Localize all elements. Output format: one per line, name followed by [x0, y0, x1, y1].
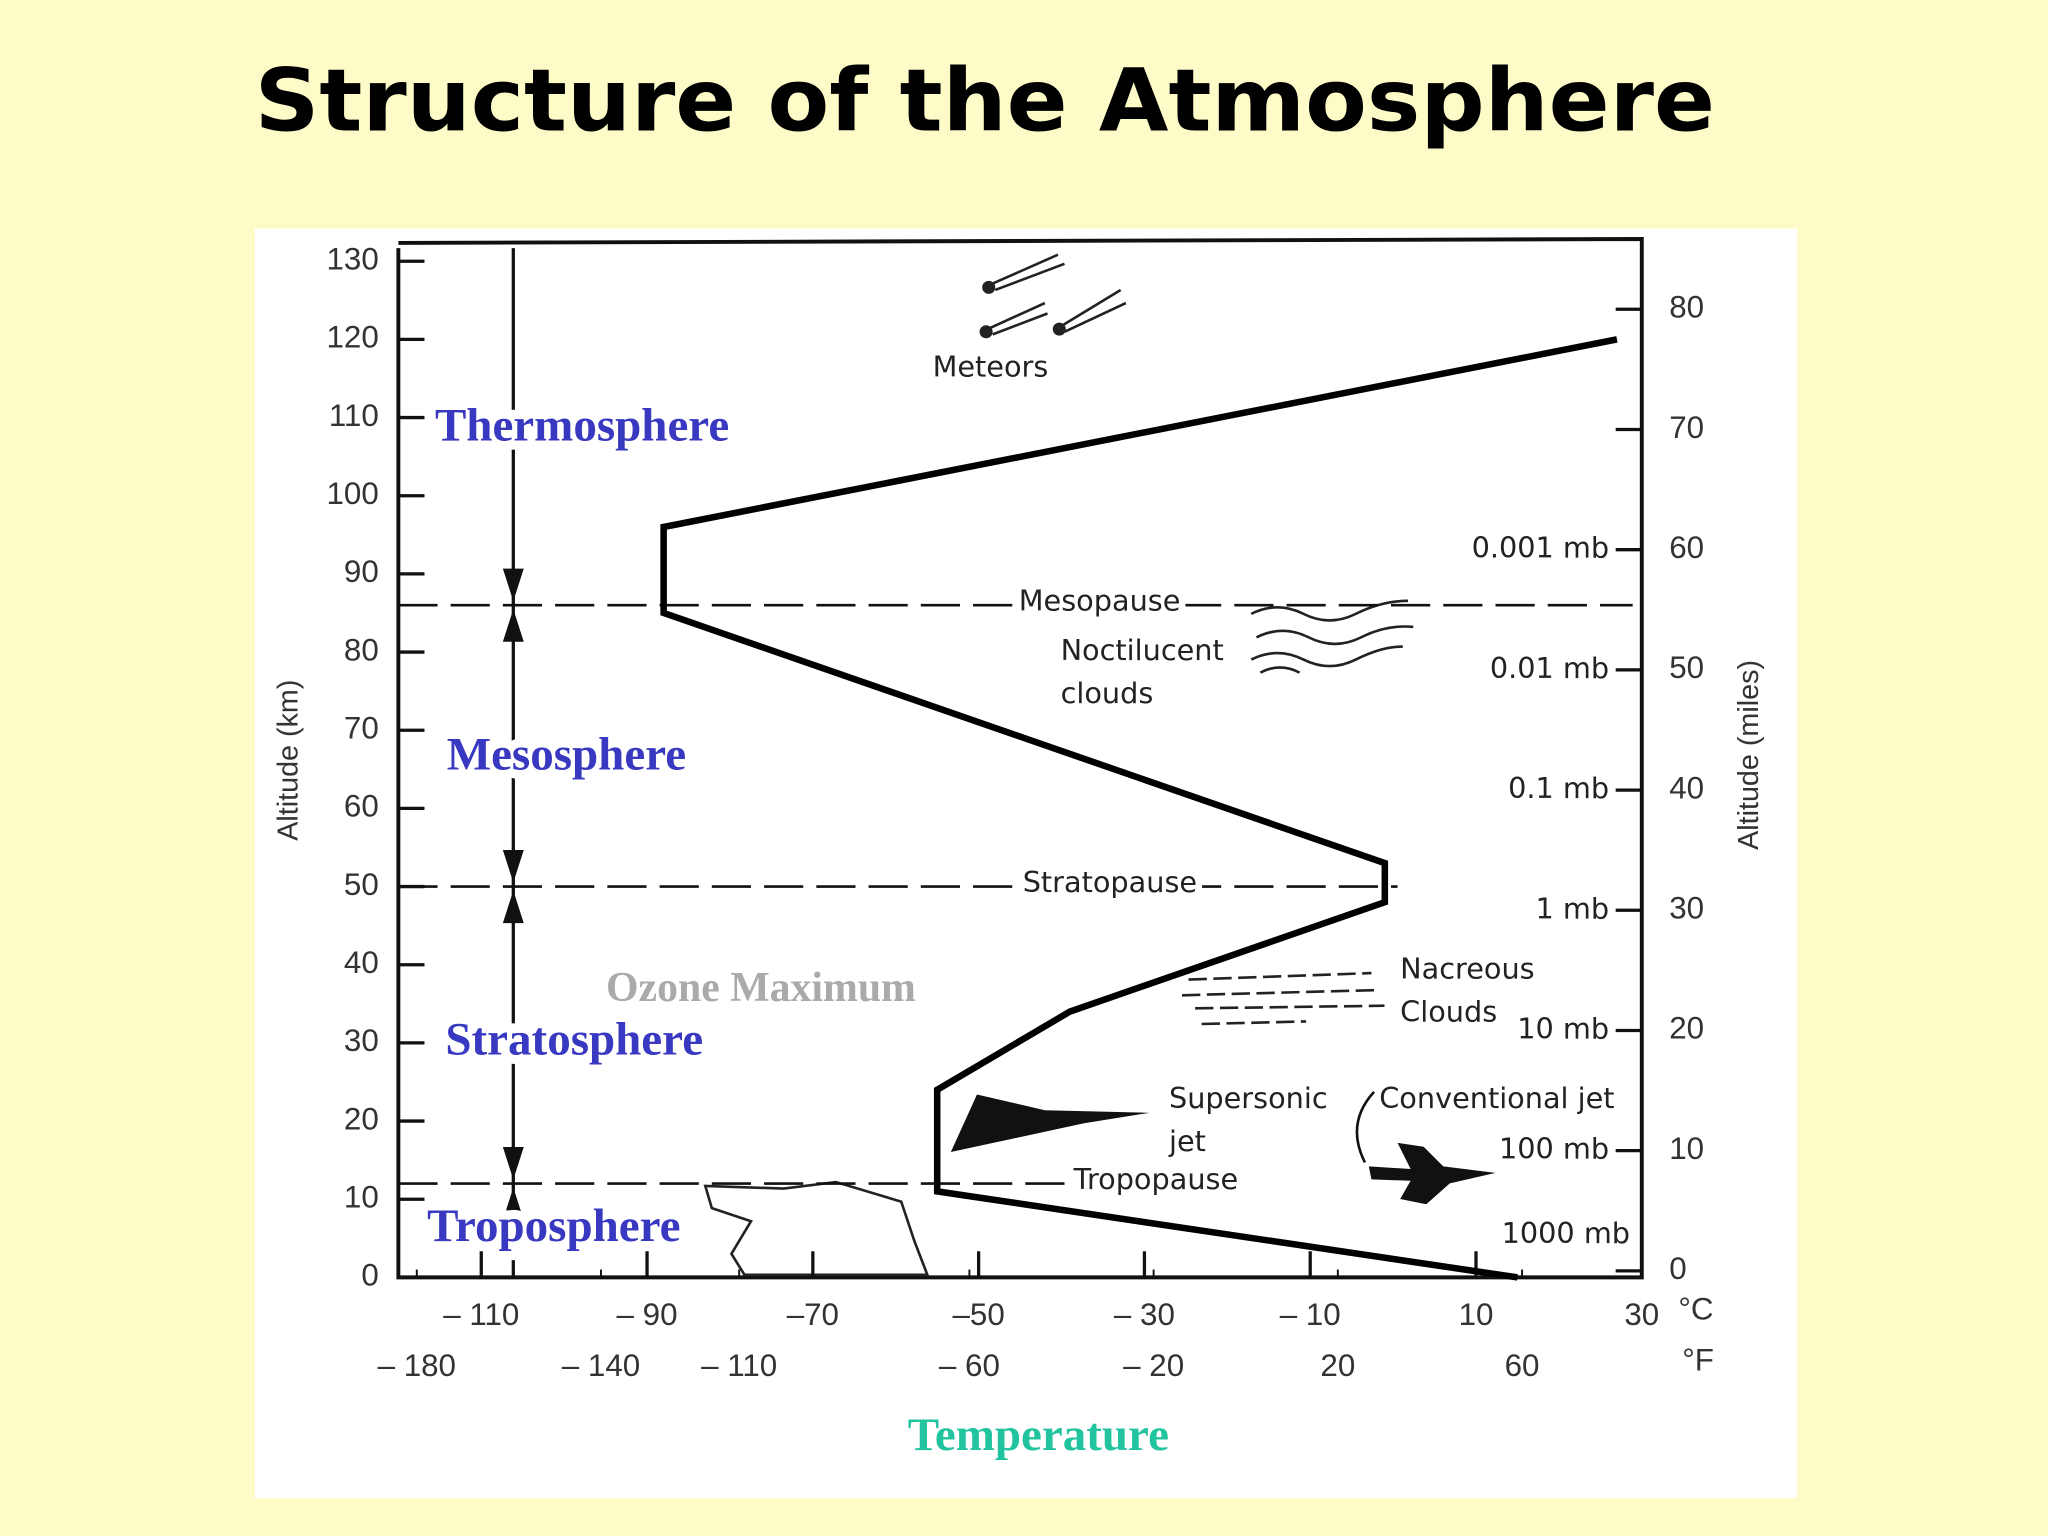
- slide-title: Structure of the Atmosphere: [255, 52, 1715, 152]
- y-tick-label: 50: [344, 867, 379, 902]
- chart: 0 10 20 30 40 50 60 70 80 90 100 110 120 130 0 10 20 30 40…: [273, 237, 1765, 1461]
- x-tick-label: – 10: [1280, 1297, 1341, 1332]
- supersonic-jet-icon: [950, 1094, 1150, 1152]
- y2-tick-label: 30: [1669, 891, 1704, 926]
- annotation: jet: [1168, 1124, 1206, 1158]
- x-tick-label: 30: [1624, 1297, 1659, 1332]
- y-tick-label: 30: [344, 1023, 379, 1058]
- annotation: Conventional jet: [1379, 1081, 1614, 1115]
- x2-tick-label: – 110: [701, 1348, 777, 1383]
- pressure-label: 0.001 mb: [1472, 531, 1610, 565]
- y2-tick-label: 50: [1669, 650, 1704, 685]
- y2-tick-label: 80: [1669, 290, 1704, 325]
- annotation: Meteors: [933, 349, 1049, 383]
- y-tick-label: 110: [329, 398, 379, 433]
- x-tick-label: – 30: [1114, 1297, 1175, 1332]
- y2-tick-label: 60: [1669, 530, 1704, 565]
- y2-tick-label: 0: [1669, 1251, 1686, 1286]
- x-tick-label: – 90: [617, 1297, 678, 1332]
- x2-unit: °F: [1682, 1343, 1714, 1378]
- x2-tick-label: – 20: [1123, 1348, 1184, 1383]
- boundary-label: Mesopause: [1019, 584, 1181, 618]
- layer-label: Stratosphere: [445, 1013, 703, 1065]
- y-tick-label: 0: [361, 1258, 378, 1293]
- boundary-label: Tropopause: [1073, 1162, 1239, 1196]
- arrowhead: [502, 568, 524, 642]
- y-tick-label: 20: [344, 1101, 379, 1136]
- layer-label: Troposphere: [427, 1200, 680, 1252]
- y2-tick-label: 10: [1669, 1131, 1704, 1166]
- annotation: Supersonic: [1169, 1081, 1328, 1115]
- annotation: Noctilucent: [1061, 633, 1224, 667]
- ozone-label: Ozone Maximum: [606, 965, 916, 1011]
- x2-tick-label: – 140: [562, 1348, 640, 1383]
- annotation: Clouds: [1400, 995, 1497, 1029]
- pressure-label: 1 mb: [1536, 891, 1610, 925]
- y-tick-label: 60: [344, 789, 379, 824]
- x-tick-label: 10: [1459, 1297, 1494, 1332]
- conventional-jet-icon: [1368, 1142, 1496, 1205]
- layer-label: Thermosphere: [435, 400, 729, 452]
- y2-axis-title: Altitude (miles): [1733, 660, 1765, 850]
- boundary-label: Stratopause: [1023, 865, 1197, 899]
- y2-tick-label: 40: [1669, 770, 1704, 805]
- x2-tick-label: 20: [1320, 1348, 1355, 1383]
- x-tick-label: –50: [952, 1297, 1004, 1332]
- jet-pointer: [1355, 1091, 1376, 1164]
- y-tick-label: 130: [326, 242, 378, 277]
- annotation: clouds: [1061, 676, 1154, 710]
- y-tick-label: 90: [344, 554, 379, 589]
- y-tick-label: 100: [326, 476, 378, 511]
- x2-tick-label: – 180: [378, 1348, 456, 1383]
- y2-tick-label: 20: [1669, 1011, 1704, 1046]
- y-tick-label: 80: [344, 632, 379, 667]
- x-tick-label: – 110: [443, 1297, 519, 1332]
- meteor-icons: [979, 253, 1127, 339]
- y2-tick-label: 70: [1669, 410, 1704, 445]
- arrowhead: [502, 849, 524, 924]
- arrowhead: [502, 1147, 524, 1221]
- layer-label: Mesosphere: [447, 729, 686, 781]
- pressure-label: 100 mb: [1499, 1132, 1609, 1166]
- x-tick-label: –70: [787, 1297, 839, 1332]
- pressure-label: 0.01 mb: [1490, 651, 1609, 685]
- y-tick-label: 10: [344, 1180, 379, 1215]
- noctilucent-cloud-icon: [1250, 599, 1414, 674]
- y-tick-label: 40: [344, 945, 379, 980]
- x2-tick-label: 60: [1505, 1348, 1540, 1383]
- y-axis-title: Altitude (km): [273, 680, 305, 841]
- nacreous-cloud-icon: [1182, 971, 1385, 1026]
- pressure-label: 0.1 mb: [1508, 771, 1609, 805]
- temperature-profile: [660, 336, 1618, 1281]
- x2-tick-label: – 60: [939, 1348, 1000, 1383]
- x-unit: °C: [1678, 1292, 1713, 1327]
- pressure-label: 10 mb: [1517, 1011, 1609, 1045]
- y-tick-label: 70: [344, 711, 379, 746]
- x-axis-title: Temperature: [908, 1409, 1169, 1461]
- y-tick-label: 120: [326, 320, 378, 355]
- pressure-label: 1000 mb: [1502, 1216, 1630, 1250]
- annotation: Nacreous: [1400, 951, 1534, 985]
